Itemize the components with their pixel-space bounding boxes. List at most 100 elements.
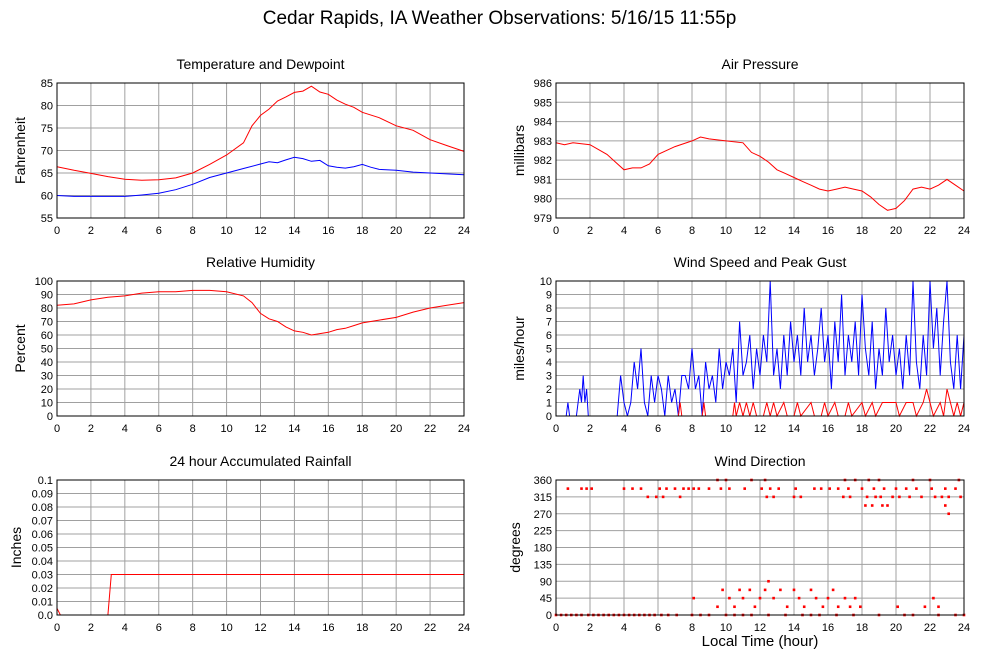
x-tick-label: 16 (822, 225, 834, 237)
data-point (758, 596, 762, 600)
x-tick-label: 2 (88, 622, 94, 634)
x-tick-label: 6 (156, 423, 162, 435)
x-tick-label: 4 (122, 225, 128, 237)
data-point (908, 495, 911, 499)
y-tick-label: 979 (534, 213, 552, 225)
y-tick-label: 0.02 (32, 583, 53, 595)
chart-pressure: 0 2 4 6 8 10 12 14 16 18 20 22 249799809819829839849… (511, 56, 970, 237)
plot-frame (555, 280, 965, 417)
y-axis-label: Inches (8, 527, 24, 568)
data-point (697, 487, 701, 490)
y-tick-label: 70 (41, 146, 53, 158)
data-point (879, 495, 882, 499)
chart-humidity: 0 2 4 6 8 10 12 14 16 18 20 22 240102030405060708090… (12, 254, 470, 435)
y-tick-label: 10 (540, 276, 552, 288)
x-tick-label: 14 (288, 622, 300, 634)
data-point (859, 605, 862, 609)
data-point (682, 487, 685, 490)
x-tick-label: 12 (754, 225, 766, 237)
data-point (692, 487, 695, 490)
x-tick-label: 20 (390, 622, 402, 634)
page-title: Cedar Rapids, IA Weather Observations: 5… (262, 8, 737, 29)
data-point (733, 605, 736, 609)
chart-winddir: 0 2 4 6 8 10 12 14 16 18 20 22 240459013518022527031… (507, 453, 970, 634)
y-tick-label: 80 (41, 101, 53, 113)
x-tick-label: 22 (424, 225, 436, 237)
x-tick-label: 2 (88, 423, 94, 435)
chart-title: Wind Direction (714, 453, 805, 469)
data-point (665, 487, 668, 490)
y-tick-label: 5 (546, 344, 552, 356)
x-tick-label: 12 (254, 225, 266, 237)
y-tick-label: 6 (546, 330, 552, 342)
data-point (631, 487, 634, 490)
y-tick-label: 983 (534, 136, 552, 148)
data-point (930, 487, 933, 490)
data-point (768, 487, 772, 490)
data-point (622, 487, 626, 490)
y-tick-label: 10 (41, 398, 53, 410)
x-tick-label: 10 (220, 622, 232, 634)
data-point (842, 495, 845, 499)
data-point (860, 487, 864, 490)
data-point (848, 495, 852, 499)
y-tick-label: 1 (546, 398, 552, 410)
data-point (813, 487, 816, 490)
x-tick-label: 10 (720, 225, 732, 237)
data-point (959, 495, 962, 499)
y-tick-label: 70 (41, 317, 53, 329)
data-point (802, 605, 806, 609)
data-point (743, 487, 746, 490)
data-point (794, 487, 797, 490)
x-tick-label: 14 (788, 622, 800, 634)
data-point (797, 596, 801, 600)
x-tick-label: 6 (655, 423, 661, 435)
y-tick-label: 90 (540, 576, 552, 588)
y-axis-label: Fahrenheit (12, 117, 28, 184)
data-point (707, 487, 711, 490)
y-axis-label: miles/hour (511, 316, 527, 381)
data-point (920, 495, 923, 499)
y-tick-label: 65 (41, 168, 53, 180)
data-point (870, 504, 874, 507)
data-point (954, 487, 957, 490)
x-tick-label: 14 (288, 225, 300, 237)
data-point (894, 487, 898, 490)
x-tick-label: 8 (689, 225, 695, 237)
plot-frame (555, 479, 965, 616)
series-line-blue (56, 156, 465, 197)
y-tick-label: 982 (534, 155, 552, 167)
data-point (937, 605, 940, 609)
x-tick-label: 24 (958, 225, 970, 237)
data-point (719, 487, 723, 490)
y-tick-label: 0.1 (38, 475, 53, 487)
y-tick-label: 100 (35, 276, 53, 288)
data-point (809, 588, 813, 592)
y-tick-label: 0.0 (38, 610, 53, 622)
y-tick-label: 360 (534, 475, 552, 487)
x-tick-label: 14 (788, 423, 800, 435)
data-point (692, 596, 695, 600)
data-point (661, 495, 665, 499)
data-point (738, 588, 741, 592)
data-point (821, 605, 825, 609)
series-line-red (56, 289, 465, 336)
y-tick-label: 0.01 (32, 597, 53, 609)
x-tick-label: 0 (54, 423, 60, 435)
data-point (847, 487, 850, 490)
data-point (940, 495, 944, 499)
data-point (831, 588, 835, 592)
data-point (933, 495, 937, 499)
y-axis-label: degrees (507, 522, 523, 573)
data-point (826, 596, 830, 600)
y-tick-label: 2 (546, 384, 552, 396)
data-point (836, 605, 840, 609)
data-point (580, 487, 583, 490)
y-tick-label: 0.08 (32, 502, 53, 514)
x-axis-label: Local Time (hour) (701, 633, 819, 650)
data-point (585, 487, 588, 490)
data-point (915, 487, 918, 490)
x-tick-label: 18 (356, 225, 368, 237)
data-point (639, 487, 643, 490)
data-point (658, 487, 661, 490)
